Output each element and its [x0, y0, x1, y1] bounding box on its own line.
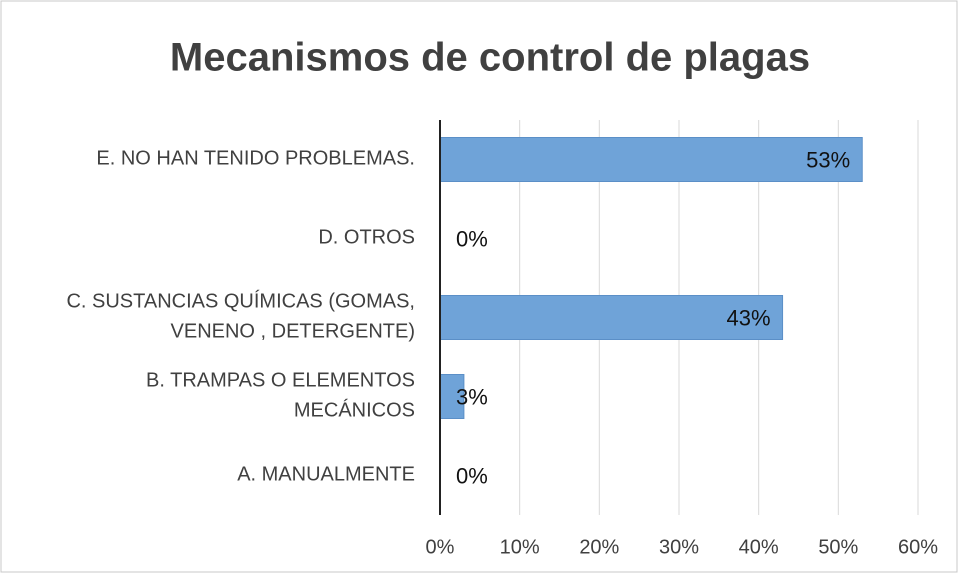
x-tick-label: 10% [500, 536, 540, 558]
value-label: 3% [456, 384, 488, 409]
category-label: A. MANUALMENTE [237, 464, 415, 486]
value-label: 0% [456, 226, 488, 251]
category-label: B. TRAMPAS O ELEMENTOS MECÁNICOS [146, 370, 415, 422]
value-label: 43% [727, 305, 771, 330]
x-tick-label: 0% [426, 536, 455, 558]
chart-title: Mecanismos de control de plagas [170, 36, 810, 80]
category-label: C. SUSTANCIAS QUÍMICAS (GOMAS, VENENO , D… [66, 290, 415, 343]
value-label: 0% [456, 463, 488, 488]
x-tick-label: 50% [818, 536, 858, 558]
x-tick-label: 40% [739, 536, 779, 558]
category-label: D. OTROS [318, 227, 415, 249]
value-label: 53% [806, 147, 850, 172]
category-label: E. NO HAN TENIDO PROBLEMAS. [96, 148, 415, 170]
x-tick-label: 30% [659, 536, 699, 558]
x-tick-label: 20% [579, 536, 619, 558]
x-tick-label: 60% [898, 536, 938, 558]
bar [439, 137, 863, 182]
